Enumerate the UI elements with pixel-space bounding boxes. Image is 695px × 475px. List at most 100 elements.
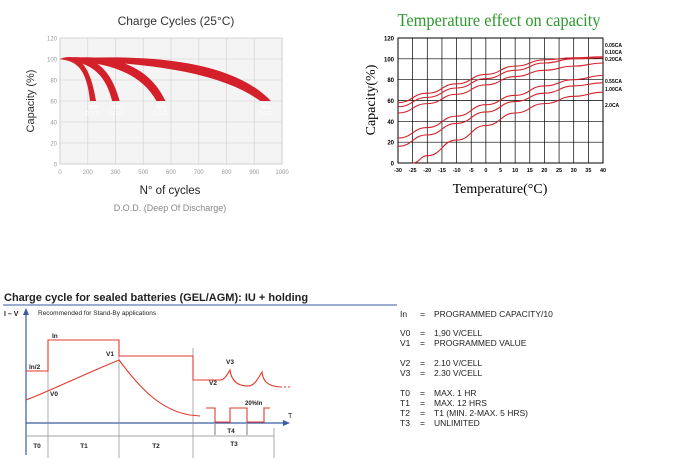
temp-series-label: 0.20CA bbox=[605, 57, 622, 63]
cc-series-band bbox=[60, 57, 97, 101]
cp-label-in2: In/2 bbox=[29, 364, 41, 371]
legend-key: T1 bbox=[400, 398, 410, 408]
legend-key: V1 bbox=[400, 338, 411, 348]
cc-footnote: D.O.D. (Deep Of Discharge) bbox=[114, 203, 227, 213]
cp-label-in20: 20%In bbox=[245, 401, 263, 407]
cp-current-line bbox=[26, 339, 214, 381]
temp-x-tick-label: 15 bbox=[527, 168, 533, 174]
cc-series: 90%D.O.D.75%D.O.D.60%D.O.D.50%D.O.D. bbox=[60, 57, 273, 117]
charge-profile-diagram: Charge cycle for sealed batteries (GEL/A… bbox=[3, 292, 397, 458]
temp-y-tick-label: 80 bbox=[387, 78, 394, 84]
legend-eq: = bbox=[420, 388, 425, 398]
temp-x-tick-label: -15 bbox=[438, 168, 446, 174]
cc-series-label-pct: 60% bbox=[156, 105, 167, 111]
temp-series-line bbox=[397, 82, 604, 147]
legend-value: UNLIMITED bbox=[434, 418, 480, 428]
cc-series-label-dod: D.O.D. bbox=[153, 111, 168, 117]
cp-phase-t1: T1 bbox=[80, 443, 88, 450]
cc-series-label-dod: D.O.D. bbox=[108, 111, 123, 117]
cc-y-tick-label: 120 bbox=[47, 37, 58, 43]
legend-key: V2 bbox=[400, 358, 411, 368]
temp-series-label: 0.05CA bbox=[605, 43, 622, 49]
legend-value: T1 (MIN. 2-MAX. 5 HRS) bbox=[434, 408, 528, 418]
temp-xlabel: Temperature(°C) bbox=[453, 182, 548, 197]
cc-x-tick-label: 300 bbox=[110, 170, 121, 176]
charge-profile-legend: In = PROGRAMMED CAPACITY/10 V0 = 1,90 V/… bbox=[400, 309, 690, 428]
temp-x-tick-label: 10 bbox=[512, 168, 518, 174]
cp-phase-t2: T2 bbox=[152, 443, 160, 450]
cc-x-tick-label: 900 bbox=[249, 170, 260, 176]
temp-x-tick-label: -5 bbox=[469, 168, 474, 174]
cp-x-arrow bbox=[283, 420, 290, 426]
legend-eq: = bbox=[420, 358, 425, 368]
temp-x-tick-label: -10 bbox=[453, 168, 461, 174]
temp-x-tick-label: 0 bbox=[484, 168, 487, 174]
temp-ylabel: Capacity(%) bbox=[364, 64, 379, 135]
temp-y-tick-label: 0 bbox=[391, 162, 395, 168]
cc-y-ticks: 0 20 40 60 80 100 120 bbox=[47, 37, 58, 169]
temp-series bbox=[397, 56, 604, 164]
cc-x-tick-label: 200 bbox=[83, 170, 94, 176]
legend-eq: = bbox=[420, 418, 425, 428]
legend-row-t0: T0 = MAX. 1 HR bbox=[400, 388, 690, 398]
cp-label-t4: T4 bbox=[227, 428, 235, 435]
cc-x-ticks: 0 200 300 500 600 700 800 900 1000 bbox=[58, 170, 289, 176]
legend-value: PROGRAMMED VALUE bbox=[434, 338, 527, 348]
temp-series-label: 0.55CA bbox=[605, 79, 622, 85]
cc-y-tick-label: 0 bbox=[54, 163, 58, 169]
cp-label-v2: V2 bbox=[209, 380, 217, 387]
legend-eq: = bbox=[420, 368, 425, 378]
temp-x-tick-label: -20 bbox=[423, 168, 431, 174]
cc-ylabel: Capacity (%) bbox=[25, 70, 37, 133]
legend-row-t3: T3 = UNLIMITED bbox=[400, 418, 690, 428]
temp-x-tick-label: 5 bbox=[499, 168, 502, 174]
cc-x-tick-label: 600 bbox=[166, 170, 177, 176]
cp-axis-iv: I – V bbox=[4, 311, 19, 318]
charge-cycles-chart: Charge Cycles (25°C) 90%D.O.D.75%D.O.D.6… bbox=[25, 14, 289, 213]
temp-series-line bbox=[397, 57, 604, 108]
cc-xlabel: N° of cycles bbox=[140, 185, 201, 197]
cp-axis-t: T bbox=[288, 413, 293, 420]
cp-y-arrow bbox=[23, 308, 29, 315]
legend-row-in: In = PROGRAMMED CAPACITY/10 bbox=[400, 309, 690, 319]
cc-title: Charge Cycles (25°C) bbox=[118, 14, 235, 28]
legend-eq: = bbox=[420, 309, 425, 319]
cc-series-label-dod: D.O.D. bbox=[85, 111, 100, 117]
legend-row-v2: V2 = 2.10 V/CELL bbox=[400, 358, 690, 368]
temp-x-tick-label: 25 bbox=[556, 168, 562, 174]
legend-row-t2: T2 = T1 (MIN. 2-MAX. 5 HRS) bbox=[400, 408, 690, 418]
cp-voltage-curve bbox=[25, 359, 201, 417]
cp-phase-t0: T0 bbox=[33, 443, 41, 450]
cc-y-tick-label: 20 bbox=[50, 142, 57, 148]
cc-x-tick-label: 0 bbox=[58, 170, 62, 176]
legend-row-v0: V0 = 1,90 V/CELL bbox=[400, 328, 690, 338]
cp-label-v3: V3 bbox=[226, 359, 234, 366]
legend-value: 1,90 V/CELL bbox=[434, 328, 483, 338]
temp-y-ticks: 0 20 40 60 80 100 120 bbox=[384, 37, 395, 168]
legend-eq: = bbox=[420, 398, 425, 408]
legend-value: 2.10 V/CELL bbox=[434, 358, 483, 368]
legend-key: T0 bbox=[400, 388, 410, 398]
temp-title: Temperature effect on capacity bbox=[398, 10, 601, 30]
cc-y-tick-label: 100 bbox=[47, 58, 58, 64]
cp-label-in: In bbox=[52, 333, 58, 340]
legend-row-t1: T1 = MAX. 12 HRS bbox=[400, 398, 690, 408]
legend-key: V0 bbox=[400, 328, 411, 338]
legend-value: MAX. 12 HRS bbox=[434, 398, 487, 408]
legend-key: V3 bbox=[400, 368, 411, 378]
legend-eq: = bbox=[420, 328, 425, 338]
legend-row-v1: V1 = PROGRAMMED VALUE bbox=[400, 338, 690, 348]
cp-note: Recommended for Stand-By applications bbox=[38, 310, 157, 317]
legend-value: 2.30 V/CELL bbox=[434, 368, 483, 378]
cp-current-pulses bbox=[206, 407, 270, 423]
legend-value: PROGRAMMED CAPACITY/10 bbox=[434, 309, 553, 319]
cc-series-band bbox=[60, 57, 271, 101]
cp-label-v1: V1 bbox=[106, 351, 114, 358]
legend-value: MAX. 1 HR bbox=[434, 388, 477, 398]
temp-y-tick-label: 100 bbox=[384, 57, 395, 63]
temp-series-line bbox=[397, 74, 604, 139]
cc-series-band bbox=[60, 57, 120, 101]
temp-series-line bbox=[412, 91, 604, 164]
temp-x-ticks: -30 -25 -20 -15 -10 -5 0 5 10 15 20 25 30 35 40 bbox=[394, 168, 606, 174]
